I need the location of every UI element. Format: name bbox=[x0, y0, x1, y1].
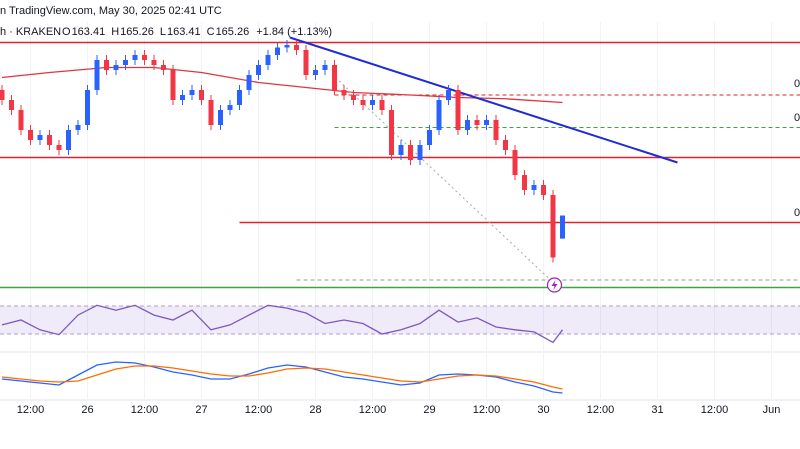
candle-body bbox=[408, 145, 413, 160]
candle-body bbox=[379, 100, 385, 110]
candle-body bbox=[503, 140, 508, 150]
candle-body bbox=[170, 70, 176, 100]
x-tick-label: 28 bbox=[309, 404, 321, 416]
candle-body bbox=[180, 95, 185, 100]
candle-body bbox=[275, 47, 280, 55]
candle-body bbox=[208, 100, 214, 125]
trendline bbox=[289, 36, 678, 164]
candle-body bbox=[9, 100, 14, 110]
candle-body bbox=[531, 185, 537, 190]
rsi-line bbox=[1, 304, 564, 344]
candle-body bbox=[493, 120, 499, 140]
candle-body bbox=[294, 45, 299, 50]
candle-body bbox=[75, 125, 81, 130]
macd-line bbox=[1, 365, 563, 390]
candle-body bbox=[341, 90, 347, 95]
candle-body bbox=[427, 130, 432, 145]
candle-body bbox=[189, 90, 195, 95]
candle-body bbox=[417, 145, 423, 160]
candle-body bbox=[85, 90, 90, 125]
candle-body bbox=[303, 50, 309, 75]
candle-body bbox=[370, 100, 375, 105]
candle-body bbox=[132, 55, 138, 60]
candle-body bbox=[56, 145, 62, 150]
candle-body bbox=[512, 150, 518, 175]
candle-body bbox=[446, 90, 451, 100]
rsi-band bbox=[0, 306, 800, 334]
candle-body bbox=[474, 120, 480, 125]
candle-body bbox=[541, 185, 546, 195]
candle-body bbox=[360, 100, 366, 105]
candle-body bbox=[218, 110, 223, 125]
candle-body bbox=[322, 65, 328, 70]
x-tick-label: 31 bbox=[651, 404, 663, 416]
legend-key: C bbox=[207, 26, 215, 38]
candle-body bbox=[332, 65, 337, 90]
x-tick-label: 12:00 bbox=[245, 404, 273, 416]
candle-body bbox=[237, 90, 242, 105]
candle-body bbox=[389, 110, 394, 155]
candle-body bbox=[37, 135, 43, 140]
candle-body bbox=[66, 130, 71, 150]
candle-body bbox=[256, 65, 261, 75]
legend-value: +1.84 (+1.13%) bbox=[256, 26, 332, 38]
x-tick-label: 12:00 bbox=[587, 404, 615, 416]
legend-key: H bbox=[111, 26, 119, 38]
candle-body bbox=[142, 55, 147, 60]
x-tick-label: 30 bbox=[537, 404, 549, 416]
candle-body bbox=[227, 105, 233, 110]
trendline bbox=[335, 77, 557, 286]
candle-body bbox=[351, 95, 356, 100]
candle-body bbox=[484, 120, 489, 125]
candle-body bbox=[0, 90, 5, 100]
candle-body bbox=[455, 90, 461, 130]
price-label: 0 bbox=[794, 112, 800, 124]
x-tick-label: 29 bbox=[423, 404, 435, 416]
candle-body bbox=[161, 65, 166, 70]
candle-body bbox=[522, 175, 527, 190]
legend-value: 163.41 bbox=[167, 26, 201, 38]
candle-body bbox=[284, 45, 290, 48]
legend-value: 163.41 bbox=[72, 26, 106, 38]
candle-body bbox=[94, 60, 100, 90]
legend-value: 165.26 bbox=[120, 26, 154, 38]
candle-body bbox=[151, 60, 157, 65]
x-tick-label: 12:00 bbox=[17, 404, 45, 416]
candle-body bbox=[398, 145, 404, 155]
candle-body bbox=[199, 90, 204, 100]
x-tick-label: 26 bbox=[81, 404, 93, 416]
x-tick-label: 12:00 bbox=[131, 404, 159, 416]
candle-body bbox=[113, 65, 119, 70]
x-tick-label: 12:00 bbox=[701, 404, 729, 416]
candle-body bbox=[560, 215, 565, 239]
legend-key: O bbox=[62, 26, 71, 38]
candle-body bbox=[123, 60, 128, 65]
candle-body bbox=[550, 195, 556, 258]
candle-body bbox=[28, 130, 33, 140]
price-label: 0 bbox=[794, 78, 800, 90]
candle-body bbox=[104, 60, 109, 70]
legend-key: L bbox=[160, 26, 166, 38]
alert-icon-bolt bbox=[551, 280, 558, 290]
candle-body bbox=[18, 110, 24, 130]
x-tick-label: 12:00 bbox=[473, 404, 501, 416]
candle-body bbox=[436, 100, 442, 130]
candle-body bbox=[265, 55, 271, 65]
price-label: 0 bbox=[794, 207, 800, 219]
candle-body bbox=[47, 135, 52, 145]
candle-body bbox=[246, 75, 252, 90]
x-tick-label: Jun bbox=[763, 404, 781, 416]
legend-value: 165.26 bbox=[216, 26, 250, 38]
x-tick-label: 12:00 bbox=[359, 404, 387, 416]
chart-title: n TradingView.com, May 30, 2025 02:41 UT… bbox=[0, 5, 222, 17]
candle-body bbox=[465, 120, 470, 130]
x-tick-label: 27 bbox=[195, 404, 207, 416]
candle-body bbox=[313, 70, 318, 75]
